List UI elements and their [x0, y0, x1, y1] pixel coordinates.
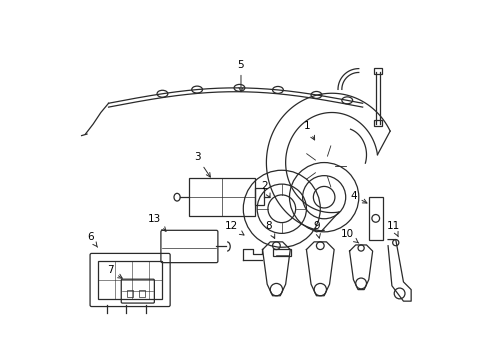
Text: 6: 6: [86, 232, 98, 247]
Text: 13: 13: [148, 214, 166, 231]
Text: 1: 1: [303, 121, 314, 140]
Text: 2: 2: [260, 181, 269, 198]
Text: 4: 4: [349, 191, 366, 203]
Text: 9: 9: [312, 221, 320, 238]
Text: 11: 11: [386, 221, 399, 237]
Text: 12: 12: [224, 221, 244, 235]
Text: 5: 5: [237, 60, 244, 92]
Text: 3: 3: [193, 152, 210, 177]
Text: 8: 8: [265, 221, 274, 238]
Text: 10: 10: [340, 229, 358, 243]
Text: 7: 7: [106, 265, 122, 278]
